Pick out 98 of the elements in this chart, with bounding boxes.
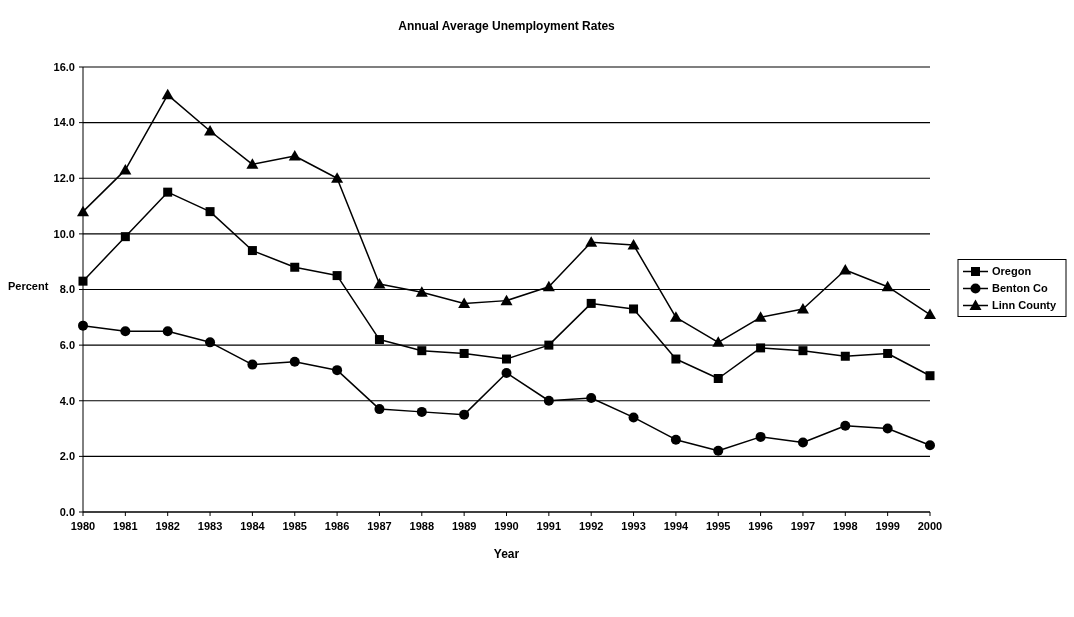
point [543,395,554,406]
point [500,294,513,306]
x-tick-label: 1989 [451,520,477,532]
x-tick-label: 1990 [494,520,519,532]
point [288,150,301,161]
point [925,371,935,381]
point [882,423,893,434]
point [459,409,470,420]
y-tick-label: 10.0 [53,227,75,240]
point [629,304,639,314]
x-tick-label: 1985 [282,520,307,532]
point [796,302,809,314]
legend-label: Benton Co [992,282,1048,295]
point [585,236,598,247]
point [840,351,850,361]
y-tick-label: 12.0 [53,172,75,185]
x-tick-label: 1993 [621,520,646,532]
point [459,348,469,358]
legend-label: Linn County [992,299,1058,312]
point [289,356,300,367]
x-tick-label: 1995 [706,520,731,532]
x-tick-label: 1980 [70,520,96,532]
y-tick-label: 4.0 [59,394,75,407]
point [290,262,300,272]
y-tick-label: 6.0 [59,338,75,351]
x-tick-label: 1992 [578,520,604,532]
y-tick-label: 16.0 [53,60,75,73]
x-tick-label: 1986 [324,520,350,532]
point [671,354,681,364]
x-tick-label: 1999 [875,520,900,532]
point [755,431,766,442]
point [120,326,131,337]
point [586,298,596,308]
point [415,286,428,297]
point [77,205,89,217]
point [205,207,215,217]
point [119,163,132,175]
chart-title: Annual Average Unemployment Rates [398,19,616,33]
point [840,420,851,431]
point [542,280,555,292]
x-tick-label: 1994 [663,520,690,532]
point [712,336,725,347]
point [754,311,767,322]
point [416,406,427,417]
x-tick-label: 1991 [536,520,562,532]
point [502,354,511,364]
point [162,326,173,337]
point [163,187,173,197]
x-tick-label: 1988 [409,520,435,532]
point [881,280,894,292]
point [332,365,343,376]
point [246,158,259,169]
y-tick-label: 0.0 [59,505,75,518]
legend-label: Oregon [992,265,1032,278]
point [247,246,257,256]
point [78,320,88,331]
x-tick-label: 1983 [197,520,223,532]
point [458,297,471,308]
point [161,88,174,100]
x-tick-label: 1996 [748,520,773,532]
point [331,172,344,183]
point [713,374,723,383]
point [374,335,384,345]
x-tick-label: 1997 [790,520,816,532]
y-tick-label: 8.0 [59,283,75,296]
point [332,271,342,281]
x-tick-label: 1998 [833,520,858,532]
x-tick-label: 1987 [367,520,392,532]
point [205,337,216,348]
point [628,412,639,423]
point [797,437,808,448]
point [924,308,936,320]
point [669,311,682,322]
x-tick-label: 2000 [917,520,943,532]
point [713,445,724,456]
point [925,440,935,451]
y-axis-title: Percent [8,279,49,292]
point [544,340,554,350]
x-tick-label: 1981 [113,520,138,532]
point [120,232,130,242]
y-tick-label: 2.0 [59,450,75,463]
x-tick-label: 1982 [155,520,180,532]
y-tick-label: 14.0 [53,116,75,129]
point [670,434,681,445]
point [374,404,385,415]
point [417,346,427,356]
x-axis-title: Year [493,547,520,561]
point [78,276,88,286]
point [798,346,808,356]
point [839,264,852,275]
point [586,392,597,403]
point [373,277,386,289]
point [756,343,766,353]
point [627,239,640,250]
point [883,348,893,358]
x-tick-label: 1984 [240,520,266,532]
point [247,359,258,370]
point [501,367,512,378]
